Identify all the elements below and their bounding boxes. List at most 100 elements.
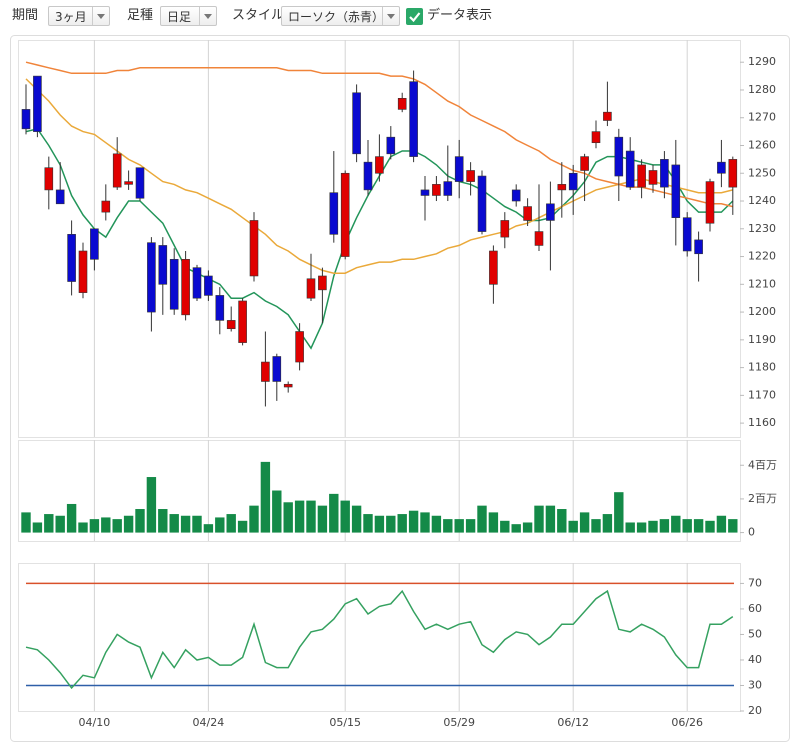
period-label: 期間 bbox=[12, 8, 39, 23]
candle-body bbox=[603, 111, 612, 121]
volume-bar bbox=[568, 520, 578, 533]
volume-bar bbox=[226, 514, 236, 533]
y-tick-label: 50 bbox=[748, 627, 762, 640]
checkbox-box bbox=[406, 8, 423, 25]
volume-bar bbox=[625, 522, 635, 533]
candle-body bbox=[443, 181, 453, 196]
candle-body bbox=[158, 245, 168, 285]
volume-bar bbox=[260, 461, 271, 533]
candle-body bbox=[614, 136, 624, 177]
candle-body bbox=[717, 161, 726, 174]
y-tick-label: 2百万 bbox=[748, 492, 777, 505]
style-value: ローソク（赤青） bbox=[288, 10, 385, 24]
candle-body bbox=[409, 81, 418, 157]
candle-body bbox=[420, 189, 430, 196]
volume-bar bbox=[693, 519, 704, 533]
y-tick-label: 0 bbox=[748, 526, 755, 539]
volume-bar bbox=[443, 519, 453, 533]
y-tick-label: 1210 bbox=[748, 277, 776, 290]
volume-bar bbox=[123, 515, 134, 533]
candle-body bbox=[67, 234, 76, 282]
volume-bar bbox=[294, 500, 305, 533]
candle-body bbox=[192, 267, 202, 299]
volume-bar bbox=[340, 500, 350, 533]
candle-body bbox=[340, 172, 350, 257]
y-tick-label: 1270 bbox=[748, 111, 776, 124]
y-tick-label: 1180 bbox=[748, 361, 776, 374]
y-tick-label: 1280 bbox=[748, 83, 776, 96]
x-tick-label: 04/10 bbox=[79, 716, 111, 729]
volume-bar bbox=[716, 515, 727, 533]
bar-type-value: 日足 bbox=[167, 10, 192, 24]
volume-bar bbox=[169, 514, 179, 533]
candle-body bbox=[660, 159, 669, 188]
candle-body bbox=[477, 175, 487, 232]
y-tick-label: 20 bbox=[748, 704, 762, 717]
volume-bar bbox=[249, 505, 259, 533]
volume-bar bbox=[522, 522, 533, 533]
volume-bar bbox=[272, 490, 282, 533]
show-data-label: データ表示 bbox=[427, 8, 493, 23]
volume-bar bbox=[648, 520, 658, 533]
candle-body bbox=[90, 228, 99, 260]
candle-body bbox=[648, 170, 658, 185]
y-tick-label: 4百万 bbox=[748, 458, 777, 471]
volume-bar bbox=[89, 519, 100, 533]
candle-body bbox=[363, 161, 373, 191]
candle-body bbox=[181, 259, 190, 316]
volume-bar bbox=[363, 514, 373, 533]
y-tick-label: 1220 bbox=[748, 250, 776, 263]
candle-body bbox=[112, 153, 122, 188]
y-tick-label: 40 bbox=[748, 653, 762, 666]
volume-bar bbox=[465, 519, 476, 533]
volume-bar bbox=[158, 509, 168, 533]
candle-body bbox=[204, 275, 213, 296]
candle-body bbox=[386, 136, 396, 155]
candle-body bbox=[21, 109, 31, 130]
dropdown-arrow bbox=[382, 7, 399, 25]
line bbox=[25, 589, 734, 690]
y-tick-label: 1240 bbox=[748, 194, 776, 207]
candle-body bbox=[637, 164, 646, 188]
volume-bar bbox=[215, 517, 225, 533]
candle-body bbox=[489, 250, 498, 285]
candle-body bbox=[283, 383, 293, 388]
period-dropdown[interactable]: 3ヶ月 bbox=[48, 6, 110, 26]
volume-bar bbox=[545, 505, 556, 533]
style-dropdown[interactable]: ローソク（赤青） bbox=[281, 6, 400, 26]
bar-type-dropdown[interactable]: 日足 bbox=[160, 6, 217, 26]
volume-bar bbox=[283, 502, 293, 533]
candle-body bbox=[466, 170, 475, 182]
volume-bar bbox=[351, 505, 362, 533]
candle-body bbox=[226, 320, 236, 330]
volume-bar bbox=[386, 515, 396, 533]
y-tick-label: 60 bbox=[748, 602, 762, 615]
candle-body bbox=[705, 181, 715, 224]
x-tick-label: 04/24 bbox=[193, 716, 225, 729]
volume-bar bbox=[534, 505, 544, 533]
candle-body bbox=[318, 275, 327, 291]
volume-bar bbox=[146, 477, 157, 533]
chart-frame bbox=[10, 35, 790, 742]
volume-bar bbox=[454, 519, 464, 533]
volume-bar bbox=[306, 500, 316, 533]
volume-bar bbox=[44, 514, 54, 533]
candle-body bbox=[101, 200, 111, 213]
checkbox[interactable] bbox=[406, 8, 423, 28]
volume-bar bbox=[135, 509, 145, 533]
candle-body bbox=[169, 259, 179, 310]
candle-body bbox=[671, 164, 681, 218]
y-tick-label: 70 bbox=[748, 576, 762, 589]
x-tick-label: 06/26 bbox=[671, 716, 703, 729]
x-tick-label: 05/29 bbox=[443, 716, 475, 729]
candle-body bbox=[534, 231, 544, 246]
candle-body bbox=[454, 156, 464, 182]
candle-body bbox=[306, 278, 316, 299]
candle-body bbox=[147, 242, 156, 313]
volume-bar bbox=[682, 519, 692, 533]
candle-body bbox=[728, 159, 738, 188]
candle-body bbox=[44, 167, 54, 191]
panel bbox=[18, 440, 741, 542]
x-tick-label: 06/12 bbox=[557, 716, 589, 729]
